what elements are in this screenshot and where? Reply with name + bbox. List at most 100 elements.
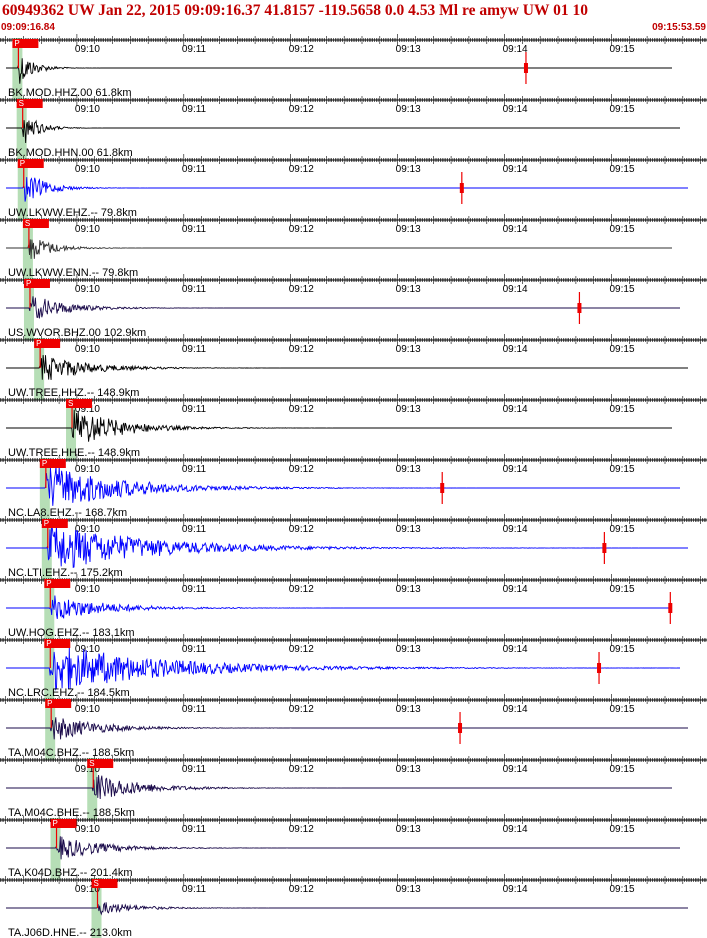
- tick-label: 09:10: [75, 524, 100, 535]
- trace-1: 09:10 09:11 09:12 09:13 09:14 09:15 P BK.MOD.HH…: [0, 34, 707, 99]
- tick-label: 09:14: [503, 524, 528, 535]
- pick-band: [34, 338, 45, 400]
- trace-12: 09:10 09:11 09:12 09:13 09:14 09:15 P TA.M04C.B…: [0, 694, 707, 759]
- pick-phase-label: P: [14, 39, 19, 48]
- pick-marker: [16, 99, 43, 108]
- station-label: TA.J06D.HNE.-- 213.0km: [8, 927, 132, 938]
- pick-band: [41, 518, 52, 580]
- time-axis-ticks: [0, 574, 707, 586]
- pick-marker: [23, 279, 50, 288]
- tick-label: 09:13: [396, 344, 421, 355]
- time-axis-ticks: [0, 514, 707, 526]
- time-axis-ticks: [0, 814, 707, 826]
- pick-phase-label: S: [25, 219, 30, 228]
- tick-label: 09:11: [182, 884, 207, 895]
- time-axis-ticks: [0, 34, 707, 46]
- trace-8: 09:10 09:11 09:12 09:13 09:14 09:15 P NC.LA8.EH…: [0, 454, 707, 519]
- waveform: [6, 595, 672, 619]
- pick-marker: [44, 639, 71, 648]
- tick-label: 09:12: [289, 284, 314, 295]
- tick-label: 09:10: [75, 464, 100, 475]
- tick-label: 09:10: [75, 764, 100, 775]
- time-axis-ticks: [0, 454, 707, 466]
- tick-label: 09:15: [610, 344, 635, 355]
- tick-label: 09:15: [610, 224, 635, 235]
- tick-label: 09:11: [182, 284, 207, 295]
- tick-label: 09:12: [289, 44, 314, 55]
- time-axis-ticks: [0, 274, 707, 286]
- pick-phase-label: S: [19, 99, 24, 108]
- pick-band: [66, 398, 77, 460]
- tick-label: 09:14: [503, 44, 528, 55]
- pick-phase-label: S: [68, 399, 73, 408]
- tick-label: 09:11: [182, 524, 207, 535]
- tick-label: 09:12: [289, 464, 314, 475]
- tick-label: 09:12: [289, 644, 314, 655]
- tick-label: 09:10: [75, 104, 100, 115]
- trace-2: 09:10 09:11 09:12 09:13 09:14 09:15 S BK.MOD.HH…: [0, 94, 707, 159]
- tick-label: 09:14: [503, 704, 528, 715]
- tick-label: 09:10: [75, 644, 100, 655]
- coda-marker: [668, 603, 673, 613]
- tick-label: 09:14: [503, 224, 528, 235]
- tick-label: 09:11: [182, 344, 207, 355]
- tick-label: 09:14: [503, 284, 528, 295]
- pick-phase-label: P: [42, 459, 47, 468]
- tick-label: 09:13: [396, 104, 421, 115]
- tick-label: 09:12: [289, 764, 314, 775]
- pick-phase-label: P: [36, 339, 41, 348]
- tick-label: 09:11: [182, 644, 207, 655]
- tick-label: 09:12: [289, 884, 314, 895]
- tick-label: 09:13: [396, 644, 421, 655]
- pick-marker: [45, 699, 72, 708]
- time-axis-ticks: [0, 634, 707, 646]
- time-axis-ticks: [0, 334, 707, 346]
- tick-label: 09:15: [610, 104, 635, 115]
- waveform: [6, 524, 688, 569]
- trace-10: 09:10 09:11 09:12 09:13 09:14 09:15 P UW.HOG.EH…: [0, 574, 707, 639]
- waveform: [6, 58, 672, 84]
- pick-phase-label: P: [20, 159, 25, 168]
- coda-marker: [602, 543, 607, 553]
- tick-label: 09:14: [503, 644, 528, 655]
- station-label: UW.TREE.HHZ.-- 148.9km: [8, 387, 139, 399]
- tick-label: 09:10: [75, 404, 100, 415]
- coda-marker: [458, 723, 463, 733]
- tick-label: 09:14: [503, 584, 528, 595]
- trace-5: 09:10 09:11 09:12 09:13 09:14 09:15 P US.WVOR.B…: [0, 274, 707, 339]
- tick-label: 09:15: [610, 704, 635, 715]
- tick-label: 09:11: [182, 164, 207, 175]
- pick-marker: [50, 819, 77, 828]
- station-label: TA.K04D.BHZ.-- 201.4km: [8, 867, 133, 879]
- trace-14: 09:10 09:11 09:12 09:13 09:14 09:15 P TA.K04D.B…: [0, 814, 707, 879]
- station-label: NC.LA8.EHZ.-- 168.7km: [8, 507, 127, 519]
- trace-13: 09:10 09:11 09:12 09:13 09:14 09:15 S TA.M04C.B…: [0, 754, 707, 819]
- pick-phase-label: P: [26, 279, 31, 288]
- tick-label: 09:11: [182, 824, 207, 835]
- tick-label: 09:13: [396, 884, 421, 895]
- station-label: UW.LKWW.ENN.-- 79.8km: [8, 267, 138, 279]
- time-axis-ticks: [0, 874, 707, 886]
- station-label: BK.MOD.HHN.00 61.8km: [8, 147, 133, 159]
- waveform: [6, 902, 688, 916]
- waveform: [6, 119, 680, 144]
- tick-label: 09:11: [182, 584, 207, 595]
- trace-3: 09:10 09:11 09:12 09:13 09:14 09:15 P UW.LKWW.E…: [0, 154, 707, 219]
- tick-label: 09:14: [503, 164, 528, 175]
- tick-label: 09:15: [610, 764, 635, 775]
- tick-label: 09:15: [610, 404, 635, 415]
- tick-label: 09:12: [289, 824, 314, 835]
- start-time-label: 09:09:16.84: [1, 22, 55, 33]
- waveform: [6, 239, 672, 259]
- tick-label: 09:14: [503, 824, 528, 835]
- tick-label: 09:11: [182, 764, 207, 775]
- coda-marker: [577, 303, 582, 313]
- time-axis-ticks: [0, 94, 707, 106]
- tick-label: 09:12: [289, 404, 314, 415]
- pick-marker: [66, 399, 93, 408]
- waveform: [6, 409, 672, 442]
- tick-label: 09:12: [289, 224, 314, 235]
- tick-label: 09:15: [610, 284, 635, 295]
- tick-label: 09:11: [182, 224, 207, 235]
